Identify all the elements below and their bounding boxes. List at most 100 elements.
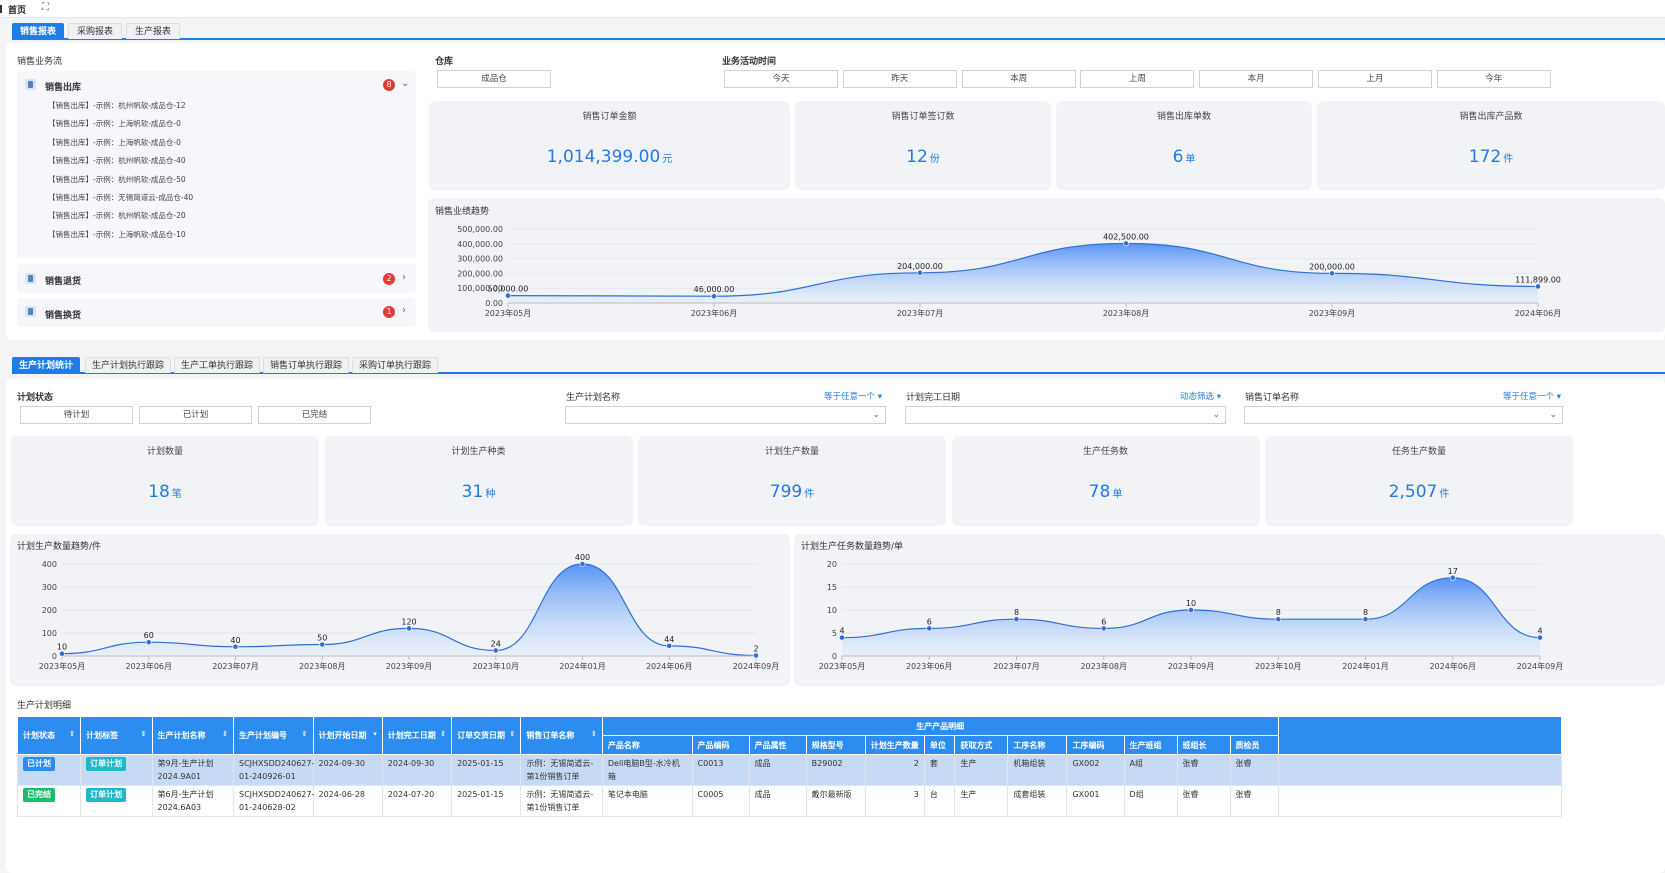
status-pending-button[interactable]: 待计划 bbox=[20, 406, 133, 424]
outbound-list-item[interactable]: 【销售出库】-示例：上海帆软-成品仓-10 bbox=[48, 229, 186, 239]
sales-order-filter-mode[interactable]: 等于任意一个 ▾ bbox=[1503, 392, 1561, 402]
column-header[interactable]: 产品编码 bbox=[691, 735, 750, 755]
table-cell-name: 第9月-生产计划2024.9A01 bbox=[151, 754, 235, 786]
table-row[interactable]: 已计划 订单计划 第9月-生产计划2024.9A01 SCJHXSDD240627-0… bbox=[16, 754, 1563, 786]
plan-status-label: 计划状态 bbox=[17, 393, 54, 403]
column-header[interactable]: 生产班组 bbox=[1123, 735, 1178, 755]
data-point bbox=[59, 650, 65, 657]
sales-trend-title: 销售业绩趋势 bbox=[435, 207, 490, 217]
outbound-list-item[interactable]: 【销售出库】-示例：杭州帆软-成品仓-40 bbox=[48, 156, 186, 166]
tab-workorder-tracking[interactable]: 生产工单执行跟踪 bbox=[174, 357, 260, 373]
finish-date-filter-mode[interactable]: 动态筛选 ▾ bbox=[1180, 392, 1221, 402]
column-header[interactable]: 规格型号 bbox=[805, 735, 866, 755]
time-filter-button[interactable]: 上月 bbox=[1318, 70, 1432, 88]
status-completed-button[interactable]: 已完结 bbox=[258, 406, 371, 424]
sales-returns-title[interactable]: 销售退货 bbox=[45, 277, 82, 287]
time-filter-button[interactable]: 昨天 bbox=[842, 70, 957, 88]
chevron-right-icon[interactable]: › bbox=[402, 272, 406, 283]
table-row[interactable]: 已完结 订单计划 第6月-生产计划2024.6A03 SCJHXSDD240627-0… bbox=[16, 785, 1563, 817]
finish-date-select[interactable]: ⌄ bbox=[905, 406, 1226, 424]
kpi-unit: 单 bbox=[1185, 154, 1196, 165]
time-filter-button[interactable]: 上周 bbox=[1080, 70, 1195, 88]
tab-purchase-report[interactable]: 采购报表 bbox=[68, 23, 122, 39]
plan-name-filter-mode[interactable]: 等于任意一个 ▾ bbox=[824, 392, 882, 402]
status-planned-button[interactable]: 已计划 bbox=[139, 406, 252, 424]
document-icon bbox=[25, 273, 36, 284]
data-point bbox=[145, 639, 152, 646]
y-tick-label: 100 bbox=[42, 629, 57, 638]
column-header[interactable]: 销售订单名称 ⇕ bbox=[520, 716, 603, 755]
outbound-list-item[interactable]: 【销售出库】-示例：无锡简道云-成品仓-40 bbox=[48, 193, 194, 202]
column-header[interactable]: 计划标签 ⇕ bbox=[80, 716, 153, 755]
sort-icon[interactable]: ⇕ bbox=[222, 730, 229, 738]
outbound-list-item[interactable]: 【销售出库】-示例：杭州帆软-成品仓-12 bbox=[48, 101, 186, 110]
kpi-title: 销售出库单数 bbox=[1156, 112, 1211, 122]
sort-icon[interactable]: ⇕ bbox=[69, 730, 76, 738]
column-header[interactable]: 生产计划编号 ⇕ bbox=[233, 716, 314, 755]
column-header[interactable]: 工序名称 bbox=[1007, 735, 1068, 755]
sort-icon[interactable]: ⇕ bbox=[301, 730, 308, 738]
column-header-label: 订单交货日期 bbox=[457, 731, 506, 740]
expand-icon[interactable]: ⛶ bbox=[42, 2, 49, 13]
time-filter-button[interactable]: 今天 bbox=[724, 70, 838, 88]
outbound-list-item[interactable]: 【销售出库】-示例：上海帆软-成品仓-0 bbox=[48, 119, 181, 129]
table-cell-unit: 套 bbox=[923, 754, 956, 786]
column-header[interactable]: 班组长 bbox=[1176, 735, 1231, 755]
tab-production-report[interactable]: 生产报表 bbox=[126, 23, 180, 39]
time-filter-button[interactable]: 今年 bbox=[1436, 70, 1551, 88]
tab-plan-tracking[interactable]: 生产计划执行跟踪 bbox=[85, 357, 171, 373]
chevron-right-icon[interactable]: › bbox=[402, 305, 406, 316]
column-header[interactable]: 质检员 bbox=[1229, 735, 1279, 755]
report-tabs: 销售报表 采购报表 生产报表 bbox=[12, 23, 1665, 40]
home-tab[interactable]: 首页 bbox=[8, 6, 27, 16]
column-header[interactable]: 生产计划名称 ⇕ bbox=[151, 716, 235, 755]
sales-returns-box[interactable] bbox=[17, 264, 416, 293]
sales-outbound-title[interactable]: 销售出库 bbox=[45, 83, 82, 93]
outbound-list-item[interactable]: 【销售出库】-示例：上海帆软-成品仓-0 bbox=[48, 137, 181, 147]
tab-sales-report[interactable]: 销售报表 bbox=[12, 23, 64, 39]
sales-exchange-title[interactable]: 销售换货 bbox=[45, 311, 82, 321]
production-tabs: 生产计划统计 生产计划执行跟踪 生产工单执行跟踪 销售订单执行跟踪 采购订单执行… bbox=[12, 357, 1665, 374]
column-header[interactable]: 产品属性 bbox=[748, 735, 807, 755]
data-label: 17 bbox=[1448, 567, 1458, 576]
data-label: 60 bbox=[144, 631, 154, 640]
sort-icon[interactable]: ▾ bbox=[373, 730, 377, 738]
menu-toggle-icon[interactable] bbox=[0, 5, 2, 13]
column-header[interactable]: 计划生产数量 bbox=[864, 735, 925, 755]
kpi-value: 172 bbox=[1468, 147, 1502, 167]
table-cell-order: 示例：无锡简道云-第1份销售订单 bbox=[520, 785, 603, 817]
column-header[interactable]: 获取方式 bbox=[954, 735, 1009, 755]
kpi-unit: 件 bbox=[804, 489, 815, 500]
time-filter-button[interactable]: 本月 bbox=[1199, 70, 1314, 88]
plan-name-filter-label: 生产计划名称 bbox=[566, 393, 621, 403]
column-header[interactable]: 计划状态 ⇕ bbox=[16, 716, 82, 755]
column-header[interactable]: 计划开始日期 ▾ bbox=[312, 716, 383, 755]
warehouse-finished-button[interactable]: 成品仓 bbox=[437, 70, 551, 88]
sort-icon[interactable]: ⇕ bbox=[590, 730, 597, 738]
outbound-list-item[interactable]: 【销售出库】-示例：杭州帆软-成品仓-20 bbox=[48, 211, 186, 221]
column-header[interactable]: 计划完工日期 ⇕ bbox=[381, 716, 453, 755]
column-header[interactable]: 工序编码 bbox=[1066, 735, 1125, 755]
time-filter-button[interactable]: 本周 bbox=[961, 70, 1076, 88]
column-header-label: 销售订单名称 bbox=[526, 731, 575, 740]
tab-plan-stats[interactable]: 生产计划统计 bbox=[12, 357, 80, 373]
tab-purchaseorder-tracking[interactable]: 采购订单执行跟踪 bbox=[352, 357, 438, 373]
column-header-label: 生产计划编号 bbox=[239, 731, 288, 740]
column-header[interactable]: 订单交货日期 ⇕ bbox=[451, 716, 522, 755]
sort-icon[interactable]: ⇕ bbox=[509, 730, 516, 738]
sales-exchange-box[interactable] bbox=[17, 298, 416, 327]
x-tick-label: 2024年06月 bbox=[1429, 661, 1476, 671]
sort-icon[interactable]: ⇕ bbox=[440, 730, 447, 738]
sales-order-select[interactable]: ⌄ bbox=[1244, 406, 1563, 424]
column-header[interactable]: 单位 bbox=[923, 735, 956, 755]
plan-name-select[interactable]: ⌄ bbox=[565, 406, 886, 424]
data-point bbox=[1188, 607, 1194, 613]
outbound-list-item[interactable]: 【销售出库】-示例：杭州帆软-成品仓-50 bbox=[48, 174, 186, 184]
task-qty-trend-chart: 0 5 10 15 20 4 2023年05月 6 2023年06月 8 2023年07月 6 2023… bbox=[819, 560, 1564, 671]
tab-salesorder-tracking[interactable]: 销售订单执行跟踪 bbox=[263, 357, 349, 373]
kpi-card: 销售出库单数 6 单 bbox=[1056, 101, 1312, 190]
column-header[interactable]: 产品名称 bbox=[601, 735, 693, 755]
sort-icon[interactable]: ⇕ bbox=[140, 730, 147, 738]
data-point bbox=[232, 643, 239, 650]
chevron-down-icon[interactable]: ⌄ bbox=[401, 78, 410, 89]
